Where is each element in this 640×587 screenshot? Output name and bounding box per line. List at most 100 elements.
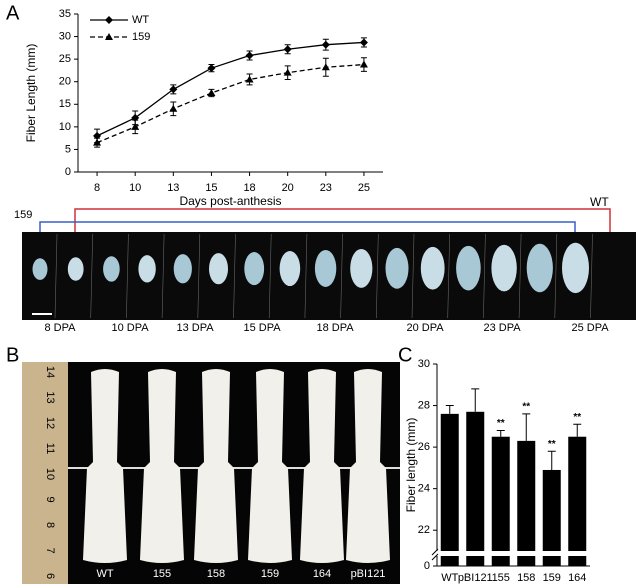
y-tick-label: 28 [418, 399, 430, 411]
sample-label: 159 [261, 568, 279, 580]
fiber-bundles [83, 369, 390, 563]
divider [161, 233, 165, 319]
bar [491, 436, 510, 566]
ruler-label: 11 [44, 443, 56, 454]
legend-marker [105, 16, 113, 24]
error-bar [445, 405, 454, 414]
ruler-label: 13 [44, 391, 56, 403]
divider [590, 233, 593, 319]
y-axis-label: Fiber length (mm) [404, 418, 418, 513]
ovule [491, 244, 517, 292]
ovule [456, 245, 481, 291]
y-tick-label: 20 [59, 76, 71, 88]
point [131, 122, 140, 130]
fiber-bundle [346, 369, 390, 563]
ovule [67, 257, 84, 281]
sample-label: pBI121 [351, 568, 386, 580]
x-tick-label: 164 [568, 572, 586, 584]
ovule [244, 252, 265, 286]
fiber-bundle [83, 369, 127, 563]
ruler-label: 8 [44, 522, 56, 528]
y-tick-label: 30 [59, 30, 71, 42]
strip-label: WT [590, 195, 609, 209]
stage-label: 20 DPA [406, 322, 444, 334]
strip-label: 159 [14, 209, 32, 221]
y-tick-label: 22 [418, 524, 430, 536]
point [283, 68, 292, 76]
x-tick-label: 23 [320, 182, 332, 194]
ovule [350, 248, 373, 288]
x-tick-label: 25 [358, 182, 370, 194]
point [321, 40, 330, 49]
sample-label: 158 [207, 568, 225, 580]
divider [197, 233, 201, 319]
ovule [173, 254, 192, 284]
error-bar [522, 413, 531, 441]
stage-label: 25 DPA [571, 322, 609, 334]
significance: ** [497, 418, 505, 429]
stage-label: 15 DPA [243, 322, 281, 334]
axis-break-mark [431, 548, 439, 561]
divider [447, 233, 450, 319]
x-tick-label: 159 [543, 572, 561, 584]
x-tick-label: 155 [492, 572, 510, 584]
x-tick-label: 18 [243, 182, 255, 194]
point [321, 63, 330, 71]
bar [517, 440, 536, 566]
ruler-label: 14 [44, 366, 56, 378]
divider [54, 233, 58, 319]
bar [542, 469, 561, 566]
stage-label: 8 DPA [45, 322, 77, 334]
y-tick-label: 24 [418, 483, 430, 495]
error-bar [547, 450, 556, 470]
sample-label: 164 [313, 568, 331, 580]
error-bar [496, 429, 505, 437]
point [359, 38, 368, 47]
x-tick-label: pBI121 [458, 572, 493, 584]
point [93, 138, 102, 146]
x-tick-label: 158 [517, 572, 535, 584]
y-axis-label: Fiber Length (mm) [24, 44, 38, 143]
axis-break [429, 551, 592, 556]
x-axis-label: Days post-anthesis [179, 194, 281, 208]
divider [518, 233, 522, 319]
divider [233, 233, 236, 319]
significance: ** [548, 439, 556, 450]
ovule [138, 255, 156, 283]
x-tick-label: 15 [205, 182, 217, 194]
fiber-bundle [300, 369, 344, 563]
point [359, 60, 368, 68]
significance: ** [573, 412, 581, 423]
panel-letter: A [6, 2, 20, 24]
ovule [103, 256, 120, 282]
y-tick-label: 10 [59, 121, 71, 133]
ovule [420, 246, 445, 290]
divider [126, 233, 129, 319]
point [245, 51, 254, 60]
point [245, 75, 254, 83]
series-line [96, 41, 364, 137]
stage-label: 18 DPA [316, 322, 354, 334]
point [283, 45, 292, 54]
panel-letter: C [398, 344, 412, 366]
divider [90, 233, 93, 319]
ovule [32, 258, 48, 280]
fiber-bundle [248, 369, 292, 563]
y-tick-label: 25 [59, 53, 71, 65]
y-tick-label: 35 [59, 8, 71, 20]
ovule [526, 243, 553, 293]
x-tick-label: 10 [129, 182, 141, 194]
significance: ** [522, 402, 530, 413]
error-bar [573, 423, 582, 437]
legend-marker [105, 33, 113, 40]
error-bar [471, 388, 480, 412]
point [169, 85, 178, 94]
sample-label: WT [96, 568, 113, 580]
ovule [314, 249, 337, 287]
point [207, 64, 216, 73]
point [207, 89, 216, 96]
ruler-label: 6 [44, 573, 56, 579]
panel-letter: B [6, 344, 19, 366]
ruler [22, 362, 68, 584]
sample-label: 155 [153, 568, 171, 580]
